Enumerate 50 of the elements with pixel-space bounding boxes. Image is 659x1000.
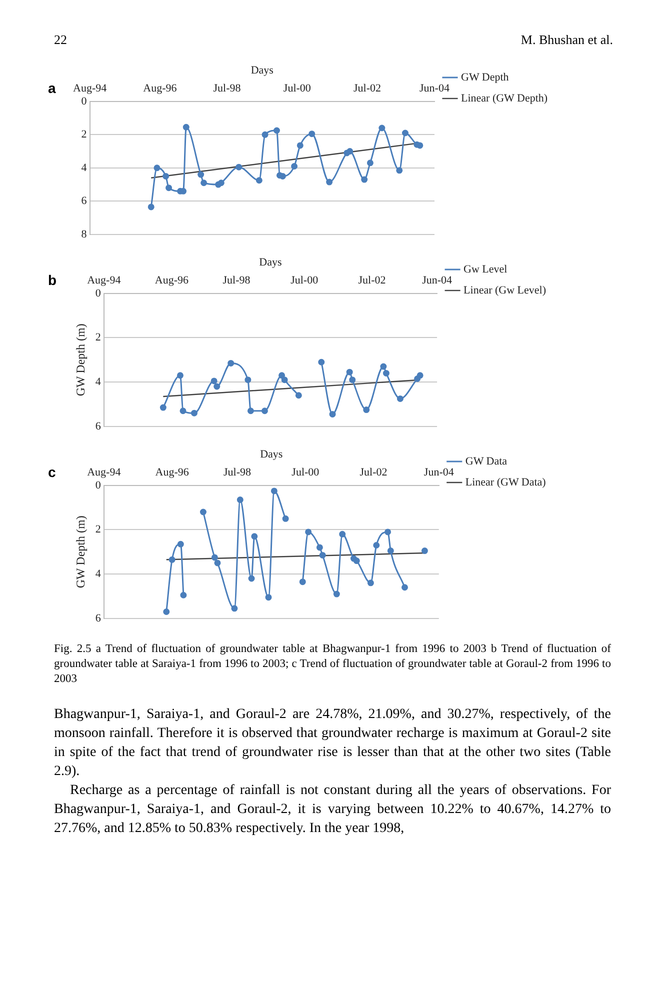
- y-tick-label: 6: [81, 195, 88, 208]
- x-tick-label: Jul-98: [222, 274, 251, 287]
- x-tick-label: Aug-96: [155, 466, 190, 479]
- x-tick-label: Jun-04: [424, 466, 454, 479]
- y-tick-label: 4: [95, 376, 102, 388]
- x-tick-label: Jul-98: [213, 82, 242, 95]
- caption: Fig. 2.5 a Trend of fluctuation of groundwater table at Bhagwanpur-1 from 1996 to 2003 b Trend of fluctuation of groundwater table at Saraiya-1 from 1996 to 2003; c Trend of fluctuation of groundwater table at Goraul-2 from 1996 to 2003: [54, 642, 611, 687]
- legend-label: Gw Level: [464, 263, 508, 276]
- x-tick-label: Aug-96: [154, 274, 189, 287]
- y-tick-label: 8: [81, 228, 88, 240]
- x-tick-label: Jul-00: [283, 82, 312, 95]
- y-tick-label: 6: [95, 420, 102, 432]
- x-tick-label: Aug-94: [87, 274, 122, 287]
- legend-label: GW Data: [465, 455, 508, 468]
- x-tick-label: Jul-98: [224, 466, 252, 479]
- y-axis-title: GW Depth (m): [73, 516, 88, 588]
- text: Bhagwanpur-1, Saraiya-1, and Goraul-2 are 24.78%, 21.09%, and 30.27%, respectively, of the monsoon rainfall. Therefore it is observed that groundwater recharge is maximum at Goraul-2 site in spite of the fact that trend of groundwater rise is lesser than that at the other two sites (Table 2.9).: [54, 706, 611, 781]
- legend-label: GW Depth: [461, 71, 510, 84]
- x-tick-label: Aug-94: [73, 82, 108, 95]
- y-tick-label: 4: [81, 162, 88, 174]
- chart-title: c: [48, 464, 56, 480]
- y-tick-label: 0: [95, 479, 102, 492]
- text: 22: [54, 32, 67, 48]
- x-tick-label: Jul-02: [358, 274, 386, 287]
- legend-label: Linear (GW Depth): [461, 92, 548, 104]
- x-tick-label: Jul-00: [290, 274, 319, 287]
- legend-label: Linear (Gw Level): [464, 284, 546, 296]
- y-tick-label: 0: [95, 287, 102, 300]
- y-axis-title: GW Depth (m): [73, 324, 88, 396]
- x-tick-label: Jun-04: [420, 82, 450, 95]
- y-tick-label: 4: [95, 568, 102, 580]
- x-tick-label: Jul-02: [353, 82, 381, 95]
- legend-label: Linear (GW Data): [465, 476, 546, 488]
- x-axis-title: Days: [250, 64, 274, 76]
- x-tick-label: Jun-04: [422, 274, 453, 287]
- x-tick-label: Aug-94: [87, 466, 122, 479]
- y-tick-label: 2: [95, 524, 101, 536]
- x-axis-title: Days: [259, 256, 282, 268]
- x-tick-label: Aug-96: [143, 82, 178, 95]
- y-tick-label: 6: [95, 612, 102, 624]
- y-tick-label: 2: [81, 128, 87, 141]
- y-tick-label: 2: [95, 332, 101, 344]
- text: M. Bhushan et al.: [520, 32, 613, 48]
- text: Recharge as a percentage of rainfall is not constant during all the years of observations. For Bhagwanpur-1, Saraiya-1, and Goraul-2, it is varying between 10.22% to 40.67%, 14.27% to 27.76%, and 12.85% to 50.83% respectively. In the year 1998,: [54, 782, 611, 838]
- chart-title: b: [48, 272, 57, 288]
- x-tick-label: Jul-00: [292, 466, 320, 479]
- chart-title: a: [48, 80, 56, 96]
- y-tick-label: 0: [81, 95, 88, 108]
- x-axis-title: Days: [260, 448, 283, 460]
- x-tick-label: Jul-02: [360, 466, 388, 479]
